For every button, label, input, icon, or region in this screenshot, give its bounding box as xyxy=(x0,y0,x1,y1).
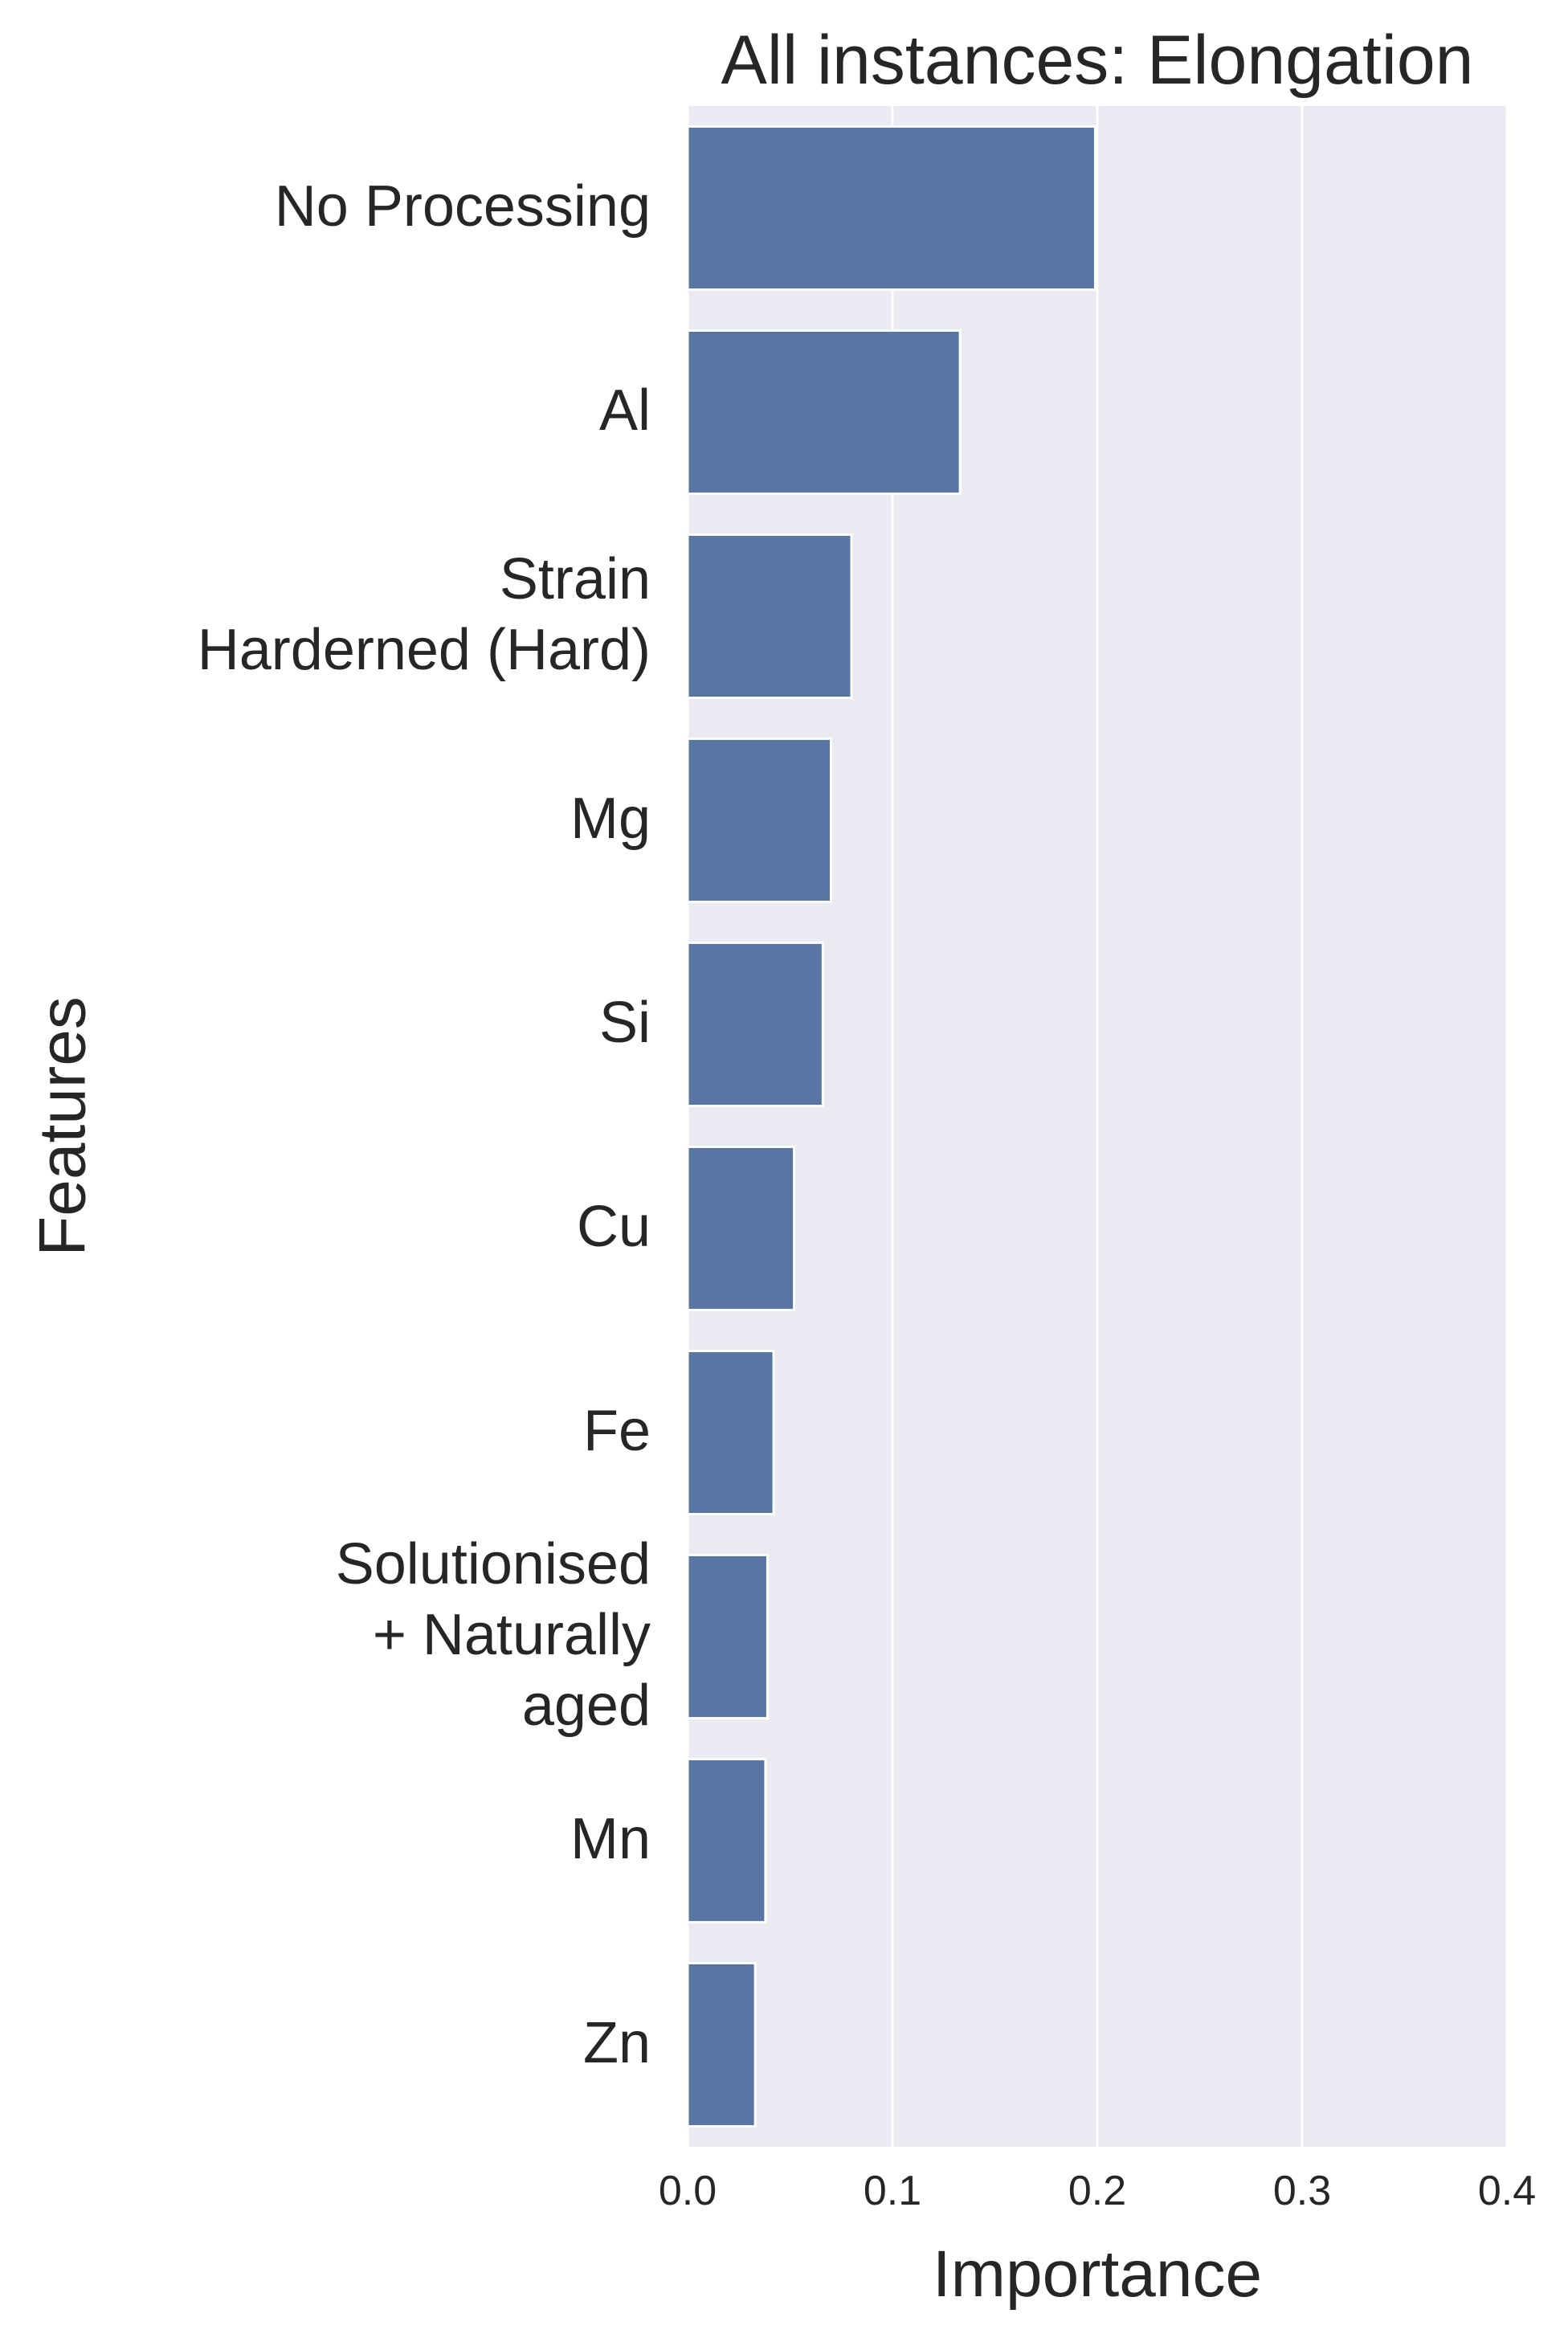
x-tick-label: 0.0 xyxy=(659,2168,717,2214)
x-tick-label: 0.1 xyxy=(864,2168,921,2214)
bar xyxy=(686,533,853,700)
bar xyxy=(686,125,1096,292)
bar xyxy=(686,941,824,1108)
bar xyxy=(686,1961,757,2128)
bar xyxy=(686,1349,775,1516)
y-tick-label: Cu xyxy=(577,1195,651,1259)
y-tick-label: Zn xyxy=(583,2011,651,2075)
y-tick-label: + Naturally xyxy=(373,1603,651,1667)
y-tick-label: Strain xyxy=(500,547,651,611)
x-tick-label: 0.2 xyxy=(1068,2168,1126,2214)
y-tick-labels: No Processing Al Strain Harderned (Hard) Mg… xyxy=(198,174,651,2075)
bar xyxy=(686,1145,796,1312)
x-tick-labels: 0.0 0.1 0.2 0.3 0.4 xyxy=(659,2168,1536,2214)
bar xyxy=(686,1757,767,1924)
y-tick-label: aged xyxy=(522,1674,651,1738)
y-tick-label: Mg xyxy=(570,787,651,851)
bars xyxy=(686,125,1096,2128)
y-tick-label: Al xyxy=(599,378,651,443)
y-tick-label: Harderned (Hard) xyxy=(198,618,651,682)
y-tick-label: Solutionised xyxy=(336,1532,651,1596)
x-tick-label: 0.3 xyxy=(1273,2168,1331,2214)
chart-title: All instances: Elongation xyxy=(721,22,1473,99)
bar xyxy=(686,737,832,904)
x-axis-label: Importance xyxy=(933,2238,1262,2311)
bar xyxy=(686,1553,769,1720)
x-tick-label: 0.4 xyxy=(1478,2168,1536,2214)
y-tick-label: Fe xyxy=(583,1399,651,1463)
bar xyxy=(686,329,962,496)
y-tick-label: Si xyxy=(599,991,651,1055)
y-tick-label: Mn xyxy=(570,1807,651,1871)
y-axis-label: Features xyxy=(27,996,100,1257)
y-tick-label: No Processing xyxy=(275,174,651,239)
